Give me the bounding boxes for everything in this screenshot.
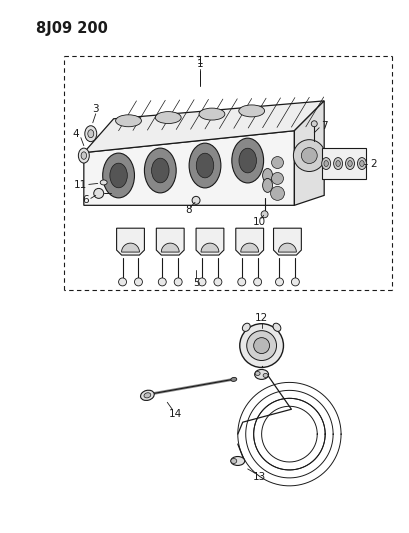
Ellipse shape [189,143,220,188]
Polygon shape [83,131,294,205]
Text: 8J09 200: 8J09 200 [36,21,108,36]
Circle shape [270,187,284,200]
Ellipse shape [230,456,244,465]
Bar [321,148,366,180]
Ellipse shape [357,158,366,169]
Circle shape [246,330,276,360]
Ellipse shape [359,160,363,166]
Circle shape [253,278,261,286]
Text: 14: 14 [168,409,181,419]
Ellipse shape [347,160,351,166]
Circle shape [237,278,245,286]
Ellipse shape [242,323,249,332]
Circle shape [158,278,166,286]
Text: 10: 10 [252,217,265,227]
Circle shape [213,278,221,286]
Polygon shape [200,243,218,252]
Ellipse shape [230,377,236,382]
Polygon shape [240,243,258,252]
Circle shape [118,278,126,286]
Text: 13: 13 [252,472,265,482]
Polygon shape [278,243,296,252]
Polygon shape [116,228,144,255]
Ellipse shape [151,158,169,183]
Text: 11: 11 [74,181,87,190]
Ellipse shape [140,390,154,400]
Circle shape [310,121,317,127]
Ellipse shape [335,160,339,166]
Text: 5: 5 [192,278,199,288]
Ellipse shape [144,393,151,398]
Circle shape [291,278,299,286]
Polygon shape [156,228,184,255]
Ellipse shape [81,152,86,159]
Ellipse shape [88,130,94,138]
Ellipse shape [115,115,141,127]
Ellipse shape [230,458,236,464]
Ellipse shape [144,148,176,193]
Circle shape [261,211,267,218]
Ellipse shape [196,153,213,178]
Ellipse shape [254,369,268,379]
Ellipse shape [263,374,267,377]
Ellipse shape [238,105,264,117]
Ellipse shape [272,323,280,332]
Text: 8: 8 [184,205,191,215]
Text: 4: 4 [72,128,79,139]
Ellipse shape [155,111,181,124]
Ellipse shape [198,108,224,120]
Circle shape [198,278,205,286]
Ellipse shape [102,153,134,198]
Circle shape [275,278,283,286]
Text: 2: 2 [370,158,376,168]
Polygon shape [273,228,301,255]
Ellipse shape [345,158,354,169]
Ellipse shape [238,148,256,173]
Circle shape [253,337,269,353]
Ellipse shape [100,180,107,185]
Text: 7: 7 [320,121,327,131]
Text: 1: 1 [196,59,203,69]
Ellipse shape [78,148,89,163]
Circle shape [293,140,324,172]
Polygon shape [196,228,223,255]
Ellipse shape [323,160,328,166]
Ellipse shape [110,163,127,188]
Text: 12: 12 [254,313,267,323]
Polygon shape [121,243,139,252]
Circle shape [94,188,103,198]
Circle shape [192,196,200,204]
Ellipse shape [262,179,272,192]
Ellipse shape [262,168,272,182]
Ellipse shape [231,138,263,183]
Circle shape [271,173,283,184]
Circle shape [134,278,142,286]
Circle shape [174,278,182,286]
Circle shape [301,148,317,164]
Polygon shape [294,101,324,205]
Polygon shape [83,101,324,152]
Ellipse shape [85,126,97,142]
Circle shape [239,324,283,367]
Ellipse shape [321,158,330,169]
Polygon shape [235,228,263,255]
Ellipse shape [254,372,259,375]
Polygon shape [161,243,179,252]
Text: 6: 6 [82,196,89,205]
Circle shape [271,157,283,168]
Text: 1: 1 [196,56,203,66]
Ellipse shape [333,158,342,169]
Text: 3: 3 [92,104,99,114]
